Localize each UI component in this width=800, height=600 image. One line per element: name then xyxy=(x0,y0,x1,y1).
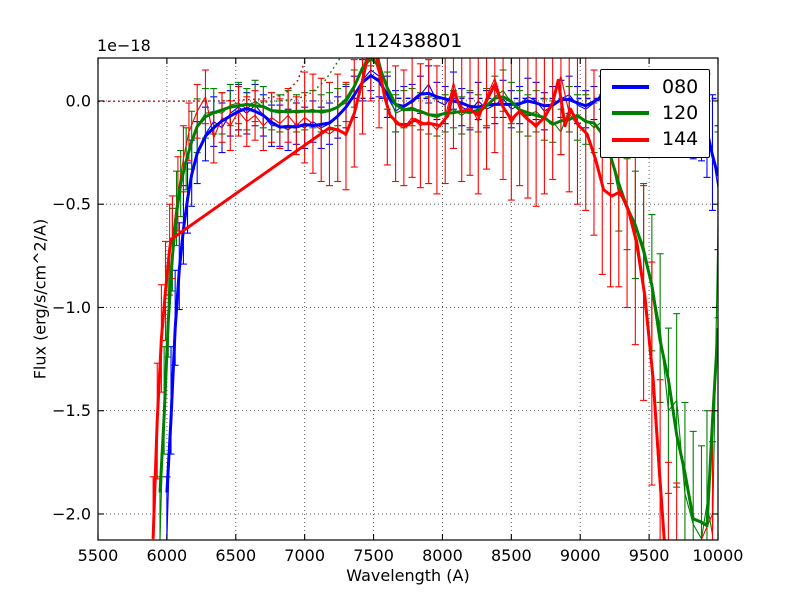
legend-label: 120 xyxy=(662,101,699,124)
y-tick-label: −0.5 xyxy=(52,195,91,214)
y-axis-offset-factor: 1e−18 xyxy=(97,36,151,55)
x-tick-label: 6000 xyxy=(147,546,188,565)
y-tick-labels: 0.0 −0.5 −1.0 −1.5 −2.0 xyxy=(52,91,91,523)
legend-entry-144: 144 xyxy=(601,127,709,153)
legend-line-sample-red xyxy=(612,137,649,142)
y-tick-label: −2.0 xyxy=(52,504,91,523)
tick-marks xyxy=(97,58,719,540)
x-tick-label: 9000 xyxy=(560,546,601,565)
plot-title: 112438801 xyxy=(353,30,463,52)
legend-entry-080: 080 xyxy=(601,74,709,100)
model-120-curve xyxy=(235,58,341,106)
legend-line-sample-green xyxy=(612,111,649,116)
legend-line-sample-blue xyxy=(612,85,649,90)
x-tick-label: 7500 xyxy=(353,546,394,565)
axes-spines xyxy=(97,57,719,541)
legend-label: 144 xyxy=(662,128,699,151)
legend-entry-120: 120 xyxy=(601,100,709,126)
legend-label: 080 xyxy=(662,75,699,98)
y-tick-label: −1.0 xyxy=(52,298,91,317)
x-tick-label: 8000 xyxy=(422,546,463,565)
x-tick-label: 7000 xyxy=(284,546,325,565)
x-tick-label: 10000 xyxy=(693,546,744,565)
x-axis-label: Wavelength (A) xyxy=(346,566,470,585)
y-tick-label: 0.0 xyxy=(66,91,91,110)
x-tick-labels: 5500 6000 6500 7000 7500 8000 8500 9000 9500 1000… xyxy=(78,546,744,565)
legend-box: 080 120 144 xyxy=(600,69,710,158)
y-axis-label: Flux (erg/s/cm^2/A) xyxy=(30,218,50,380)
x-tick-label: 6500 xyxy=(215,546,256,565)
series-144-smoothed-line xyxy=(151,58,666,540)
x-tick-label: 8500 xyxy=(491,546,532,565)
y-tick-label: −1.5 xyxy=(52,401,91,420)
x-tick-label: 5500 xyxy=(78,546,119,565)
x-tick-label: 9500 xyxy=(629,546,670,565)
